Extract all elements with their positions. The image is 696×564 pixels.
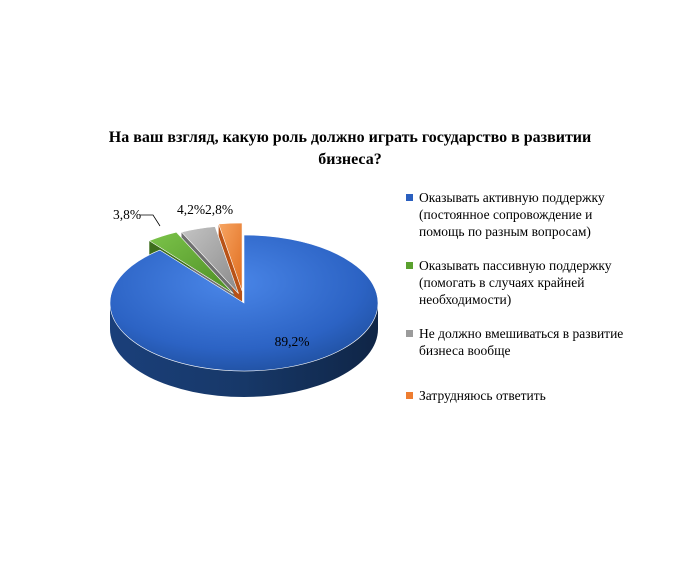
pie-slice — [218, 222, 243, 292]
legend-swatch — [406, 262, 413, 269]
legend-item: Оказывать активную поддержку (постоянное… — [406, 189, 676, 240]
legend-swatch — [406, 194, 413, 201]
data-label: 89,2% — [275, 334, 310, 349]
pie-slice — [148, 231, 234, 294]
data-label: 2,8% — [205, 202, 233, 217]
legend-item: Оказывать пассивную поддержку (помогать … — [406, 257, 676, 308]
legend-label: Затрудняюсь ответить — [419, 388, 546, 403]
leader-line — [140, 214, 161, 227]
chart-legend: Оказывать активную поддержку (постоянное… — [406, 189, 676, 404]
data-label: 4,2% — [177, 202, 205, 217]
legend-swatch — [406, 392, 413, 399]
legend-swatch — [406, 330, 413, 337]
pie-slice — [180, 226, 239, 294]
legend-item: Не должно вмешиваться в развитие бизнеса… — [406, 325, 676, 359]
legend-label: Оказывать активную поддержку (постоянное… — [419, 190, 605, 239]
pie-slice — [109, 234, 379, 372]
data-label: 3,8% — [113, 207, 141, 222]
legend-label: Не должно вмешиваться в развитие бизнеса… — [419, 326, 624, 358]
legend-item: Затрудняюсь ответить — [406, 387, 676, 404]
chart-title: На ваш взгляд, какую роль должно играть … — [108, 129, 592, 168]
pie-slice-side — [110, 303, 378, 397]
legend-label: Оказывать пассивную поддержку (помогать … — [419, 258, 612, 307]
